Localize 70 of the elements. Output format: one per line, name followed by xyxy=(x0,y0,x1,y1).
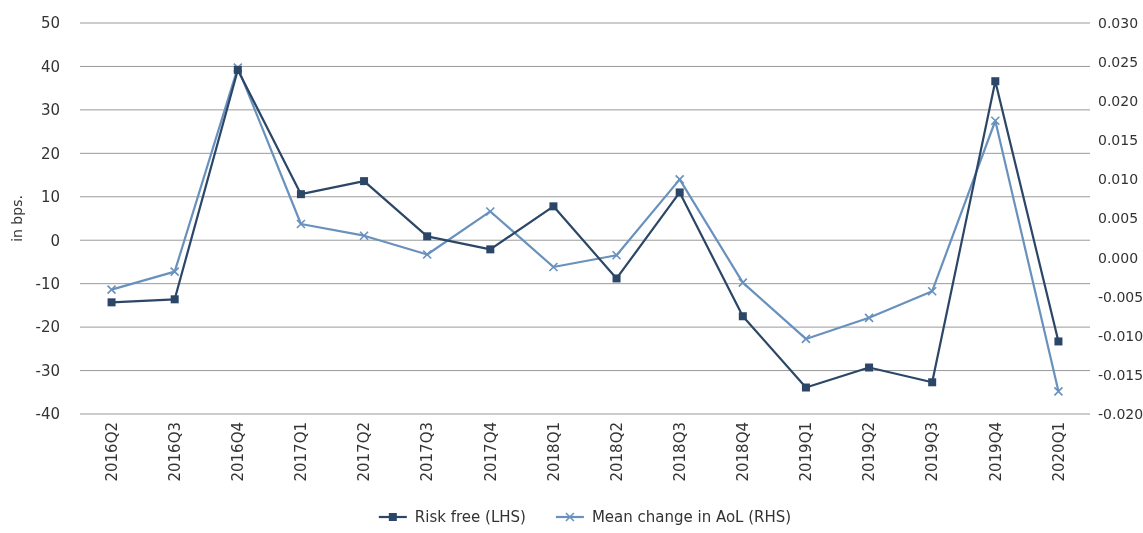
point xyxy=(548,262,559,272)
point xyxy=(801,383,810,392)
y-tick-label: -20 xyxy=(35,318,60,337)
x-tick-label: 2018Q3 xyxy=(670,422,689,482)
point xyxy=(674,174,685,185)
y-tick-label: 20 xyxy=(40,144,60,163)
y-axis-title: in bps. xyxy=(9,195,25,242)
x-tick-label: 2017Q4 xyxy=(481,422,500,482)
y-tick-label: -40 xyxy=(35,405,60,424)
x-tick-label: 2019Q3 xyxy=(923,422,942,482)
y-tick-label: 0 xyxy=(50,231,60,250)
y2-tick-label: -0.010 xyxy=(1098,327,1143,344)
point xyxy=(612,274,621,283)
point xyxy=(107,298,116,307)
point xyxy=(106,284,117,295)
point xyxy=(738,312,747,321)
y-tick-label: 10 xyxy=(40,188,60,207)
y2-tick-label: -0.020 xyxy=(1098,405,1143,422)
point xyxy=(864,313,874,323)
point xyxy=(801,334,811,344)
point xyxy=(990,115,1001,126)
point xyxy=(738,277,748,288)
point xyxy=(169,266,180,277)
y2-tick-label: 0.005 xyxy=(1098,210,1139,227)
x-tick-label: 2017Q2 xyxy=(355,422,374,482)
x-tick-label: 2019Q1 xyxy=(797,422,816,482)
point xyxy=(549,202,558,211)
point xyxy=(486,245,495,254)
point xyxy=(1053,386,1064,397)
y2-tick-label: 0.010 xyxy=(1098,171,1139,188)
point xyxy=(928,378,937,387)
x-tick-label: 2016Q4 xyxy=(229,422,248,482)
x-tick-label: 2016Q3 xyxy=(165,422,184,482)
point xyxy=(991,77,1000,86)
point xyxy=(360,177,369,186)
x-tick-label: 2018Q2 xyxy=(607,422,626,482)
point xyxy=(359,230,369,241)
point xyxy=(865,363,874,372)
y2-tick-label: -0.015 xyxy=(1098,366,1143,383)
y-tick-label: 40 xyxy=(40,57,60,76)
y-tick-label: 30 xyxy=(40,101,60,120)
x-tick-label: 2017Q1 xyxy=(292,422,311,482)
y2-tick-label: 0.025 xyxy=(1098,54,1139,71)
y2-tick-label: 0.015 xyxy=(1098,132,1139,149)
x-tick-label: 2020Q1 xyxy=(1049,422,1068,482)
x-tick-label: 2019Q2 xyxy=(860,422,879,482)
x-tick-label: 2018Q1 xyxy=(544,422,563,482)
y-tick-label: -10 xyxy=(35,274,60,293)
point xyxy=(1054,337,1063,346)
point xyxy=(675,188,684,197)
point xyxy=(422,249,432,260)
point xyxy=(485,206,496,217)
y2-tick-label: 0.020 xyxy=(1098,93,1139,110)
legend-label: Risk free (LHS) xyxy=(414,508,526,527)
y2-tick-label: 0.000 xyxy=(1098,249,1139,266)
y2-tick-label: -0.005 xyxy=(1098,288,1143,305)
point xyxy=(296,219,306,229)
y-tick-label: -30 xyxy=(35,361,60,380)
y2-tick-label: 0.030 xyxy=(1098,14,1139,31)
point xyxy=(170,295,179,304)
x-tick-label: 2017Q3 xyxy=(418,422,437,482)
legend-label: Mean change in AoL (RHS) xyxy=(591,508,792,527)
x-tick-label: 2018Q4 xyxy=(734,422,753,482)
point xyxy=(296,190,305,199)
point xyxy=(927,286,937,297)
point xyxy=(423,232,432,241)
y-tick-label: 50 xyxy=(40,14,60,33)
x-tick-label: 2019Q4 xyxy=(986,422,1005,482)
point xyxy=(611,250,622,261)
x-tick-label: 2016Q2 xyxy=(102,422,121,482)
